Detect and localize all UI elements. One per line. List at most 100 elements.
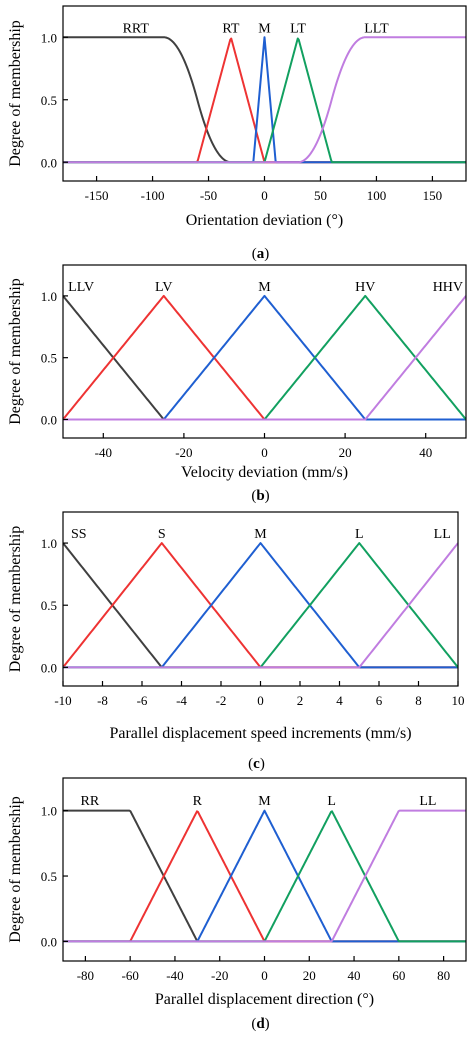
mf-label-l: L bbox=[327, 794, 336, 809]
mf-label-rrt: RRT bbox=[123, 21, 150, 36]
y-tick-label: 1.0 bbox=[41, 30, 57, 45]
y-tick-label: 0.5 bbox=[41, 869, 57, 884]
series-l-line bbox=[63, 542, 458, 669]
x-tick-label: 10 bbox=[452, 693, 465, 708]
mf-label-hv: HV bbox=[355, 280, 375, 295]
series-rr-line bbox=[63, 809, 466, 943]
x-tick-label: 50 bbox=[314, 188, 327, 203]
mf-label-m: M bbox=[254, 527, 267, 542]
x-tick-label: -80 bbox=[77, 968, 94, 983]
y-tick-label: 0.5 bbox=[41, 598, 57, 613]
panel-caption: (a) bbox=[252, 246, 270, 262]
panel-caption: (b) bbox=[251, 488, 269, 504]
chart-panel-b: 0.0 0.5 1.0 -40 -20 0 20 40 LLV LV M HV HHV Velocity … bbox=[7, 264, 467, 504]
y-axis-title: Degree of membership bbox=[7, 796, 24, 943]
mf-label-ss: SS bbox=[71, 527, 87, 542]
y-tick-label: 0.0 bbox=[41, 660, 57, 675]
x-tick-label: -50 bbox=[200, 188, 217, 203]
series-r-line bbox=[63, 810, 466, 943]
series-hv-line bbox=[63, 294, 466, 421]
series-m-line bbox=[63, 36, 466, 164]
mf-label-l: L bbox=[355, 527, 364, 542]
series-m-line bbox=[63, 809, 466, 943]
chart-panel-a: 0.0 0.5 1.0 -150 -100 -50 0 50 100 150 RRT RT M LT LLT… bbox=[7, 5, 467, 262]
y-tick-label: 1.0 bbox=[41, 804, 57, 819]
series-rt-line bbox=[63, 37, 466, 164]
x-tick-label: 40 bbox=[348, 968, 361, 983]
mf-label-ll: LL bbox=[419, 794, 436, 809]
mf-label-rr: RR bbox=[81, 794, 100, 809]
series-m-line bbox=[63, 294, 466, 421]
series-lt-line bbox=[63, 37, 466, 164]
y-tick-label: 0.0 bbox=[41, 412, 57, 427]
x-tick-label: 8 bbox=[415, 693, 422, 708]
mf-label-m: M bbox=[258, 794, 271, 809]
y-tick-label: 0.5 bbox=[41, 351, 57, 366]
x-axis-title: Parallel displacement speed increments (… bbox=[109, 725, 411, 742]
y-axis-title: Degree of membership bbox=[7, 526, 24, 673]
mf-label-m: M bbox=[258, 21, 271, 36]
x-tick-label: -6 bbox=[137, 693, 148, 708]
x-tick-label: -2 bbox=[216, 693, 227, 708]
x-tick-label: -20 bbox=[175, 445, 192, 460]
x-tick-label: 0 bbox=[261, 445, 268, 460]
y-tick-label: 0.0 bbox=[41, 934, 57, 949]
series-llt-line bbox=[63, 36, 466, 164]
x-tick-label: -60 bbox=[121, 968, 138, 983]
x-tick-label: -40 bbox=[166, 968, 183, 983]
x-tick-label: -8 bbox=[97, 693, 108, 708]
mf-label-llv: LLV bbox=[68, 280, 94, 295]
mf-label-m: M bbox=[258, 280, 271, 295]
panel-caption: (c) bbox=[248, 756, 265, 772]
series-lv-line bbox=[63, 294, 466, 421]
y-tick-label: 1.0 bbox=[41, 536, 57, 551]
y-tick-label: 0.5 bbox=[41, 93, 57, 108]
series-s-line bbox=[63, 542, 458, 669]
x-axis-title: Velocity deviation (mm/s) bbox=[181, 464, 348, 481]
series-hhv-line bbox=[63, 295, 466, 421]
y-tick-label: 0.0 bbox=[41, 155, 57, 170]
x-tick-label: 6 bbox=[376, 693, 383, 708]
x-tick-label: 60 bbox=[392, 968, 405, 983]
x-axis-title: Orientation deviation (°) bbox=[186, 212, 343, 229]
x-tick-label: 2 bbox=[297, 693, 304, 708]
x-tick-label: 4 bbox=[336, 693, 343, 708]
mf-label-rt: RT bbox=[222, 21, 239, 36]
x-tick-label: 150 bbox=[423, 188, 443, 203]
series-llv-line bbox=[63, 295, 466, 421]
x-tick-label: 40 bbox=[419, 445, 432, 460]
panel-caption: (d) bbox=[251, 1016, 269, 1032]
y-axis-title: Degree of membership bbox=[7, 20, 24, 167]
series-ll-line bbox=[63, 809, 466, 943]
x-tick-label: -150 bbox=[85, 188, 109, 203]
x-tick-label: 80 bbox=[437, 968, 450, 983]
x-tick-label: 0 bbox=[261, 968, 268, 983]
series-m-line bbox=[63, 542, 458, 669]
y-tick-label: 1.0 bbox=[41, 289, 57, 304]
x-axis-title: Parallel displacement direction (°) bbox=[155, 991, 374, 1008]
mf-label-hhv: HHV bbox=[433, 280, 463, 295]
x-tick-label: 20 bbox=[303, 968, 316, 983]
x-tick-label: -20 bbox=[211, 968, 228, 983]
series-l-line bbox=[63, 810, 466, 943]
mf-label-llt: LLT bbox=[364, 21, 389, 36]
mf-label-s: S bbox=[158, 527, 166, 542]
mf-label-r: R bbox=[193, 794, 203, 809]
x-tick-label: 100 bbox=[367, 188, 387, 203]
y-axis-title: Degree of membership bbox=[7, 278, 24, 425]
x-tick-label: -4 bbox=[176, 693, 187, 708]
series-ll-line bbox=[63, 542, 458, 669]
mf-label-lv: LV bbox=[155, 280, 172, 295]
x-tick-label: 0 bbox=[261, 188, 268, 203]
x-tick-label: -100 bbox=[141, 188, 165, 203]
x-tick-label: 0 bbox=[257, 693, 264, 708]
series-ss-line bbox=[63, 542, 458, 669]
x-tick-label: -10 bbox=[54, 693, 71, 708]
mf-label-lt: LT bbox=[290, 21, 306, 36]
mf-label-ll: LL bbox=[434, 527, 451, 542]
x-tick-label: -40 bbox=[95, 445, 112, 460]
series-rrt-line bbox=[63, 36, 466, 164]
